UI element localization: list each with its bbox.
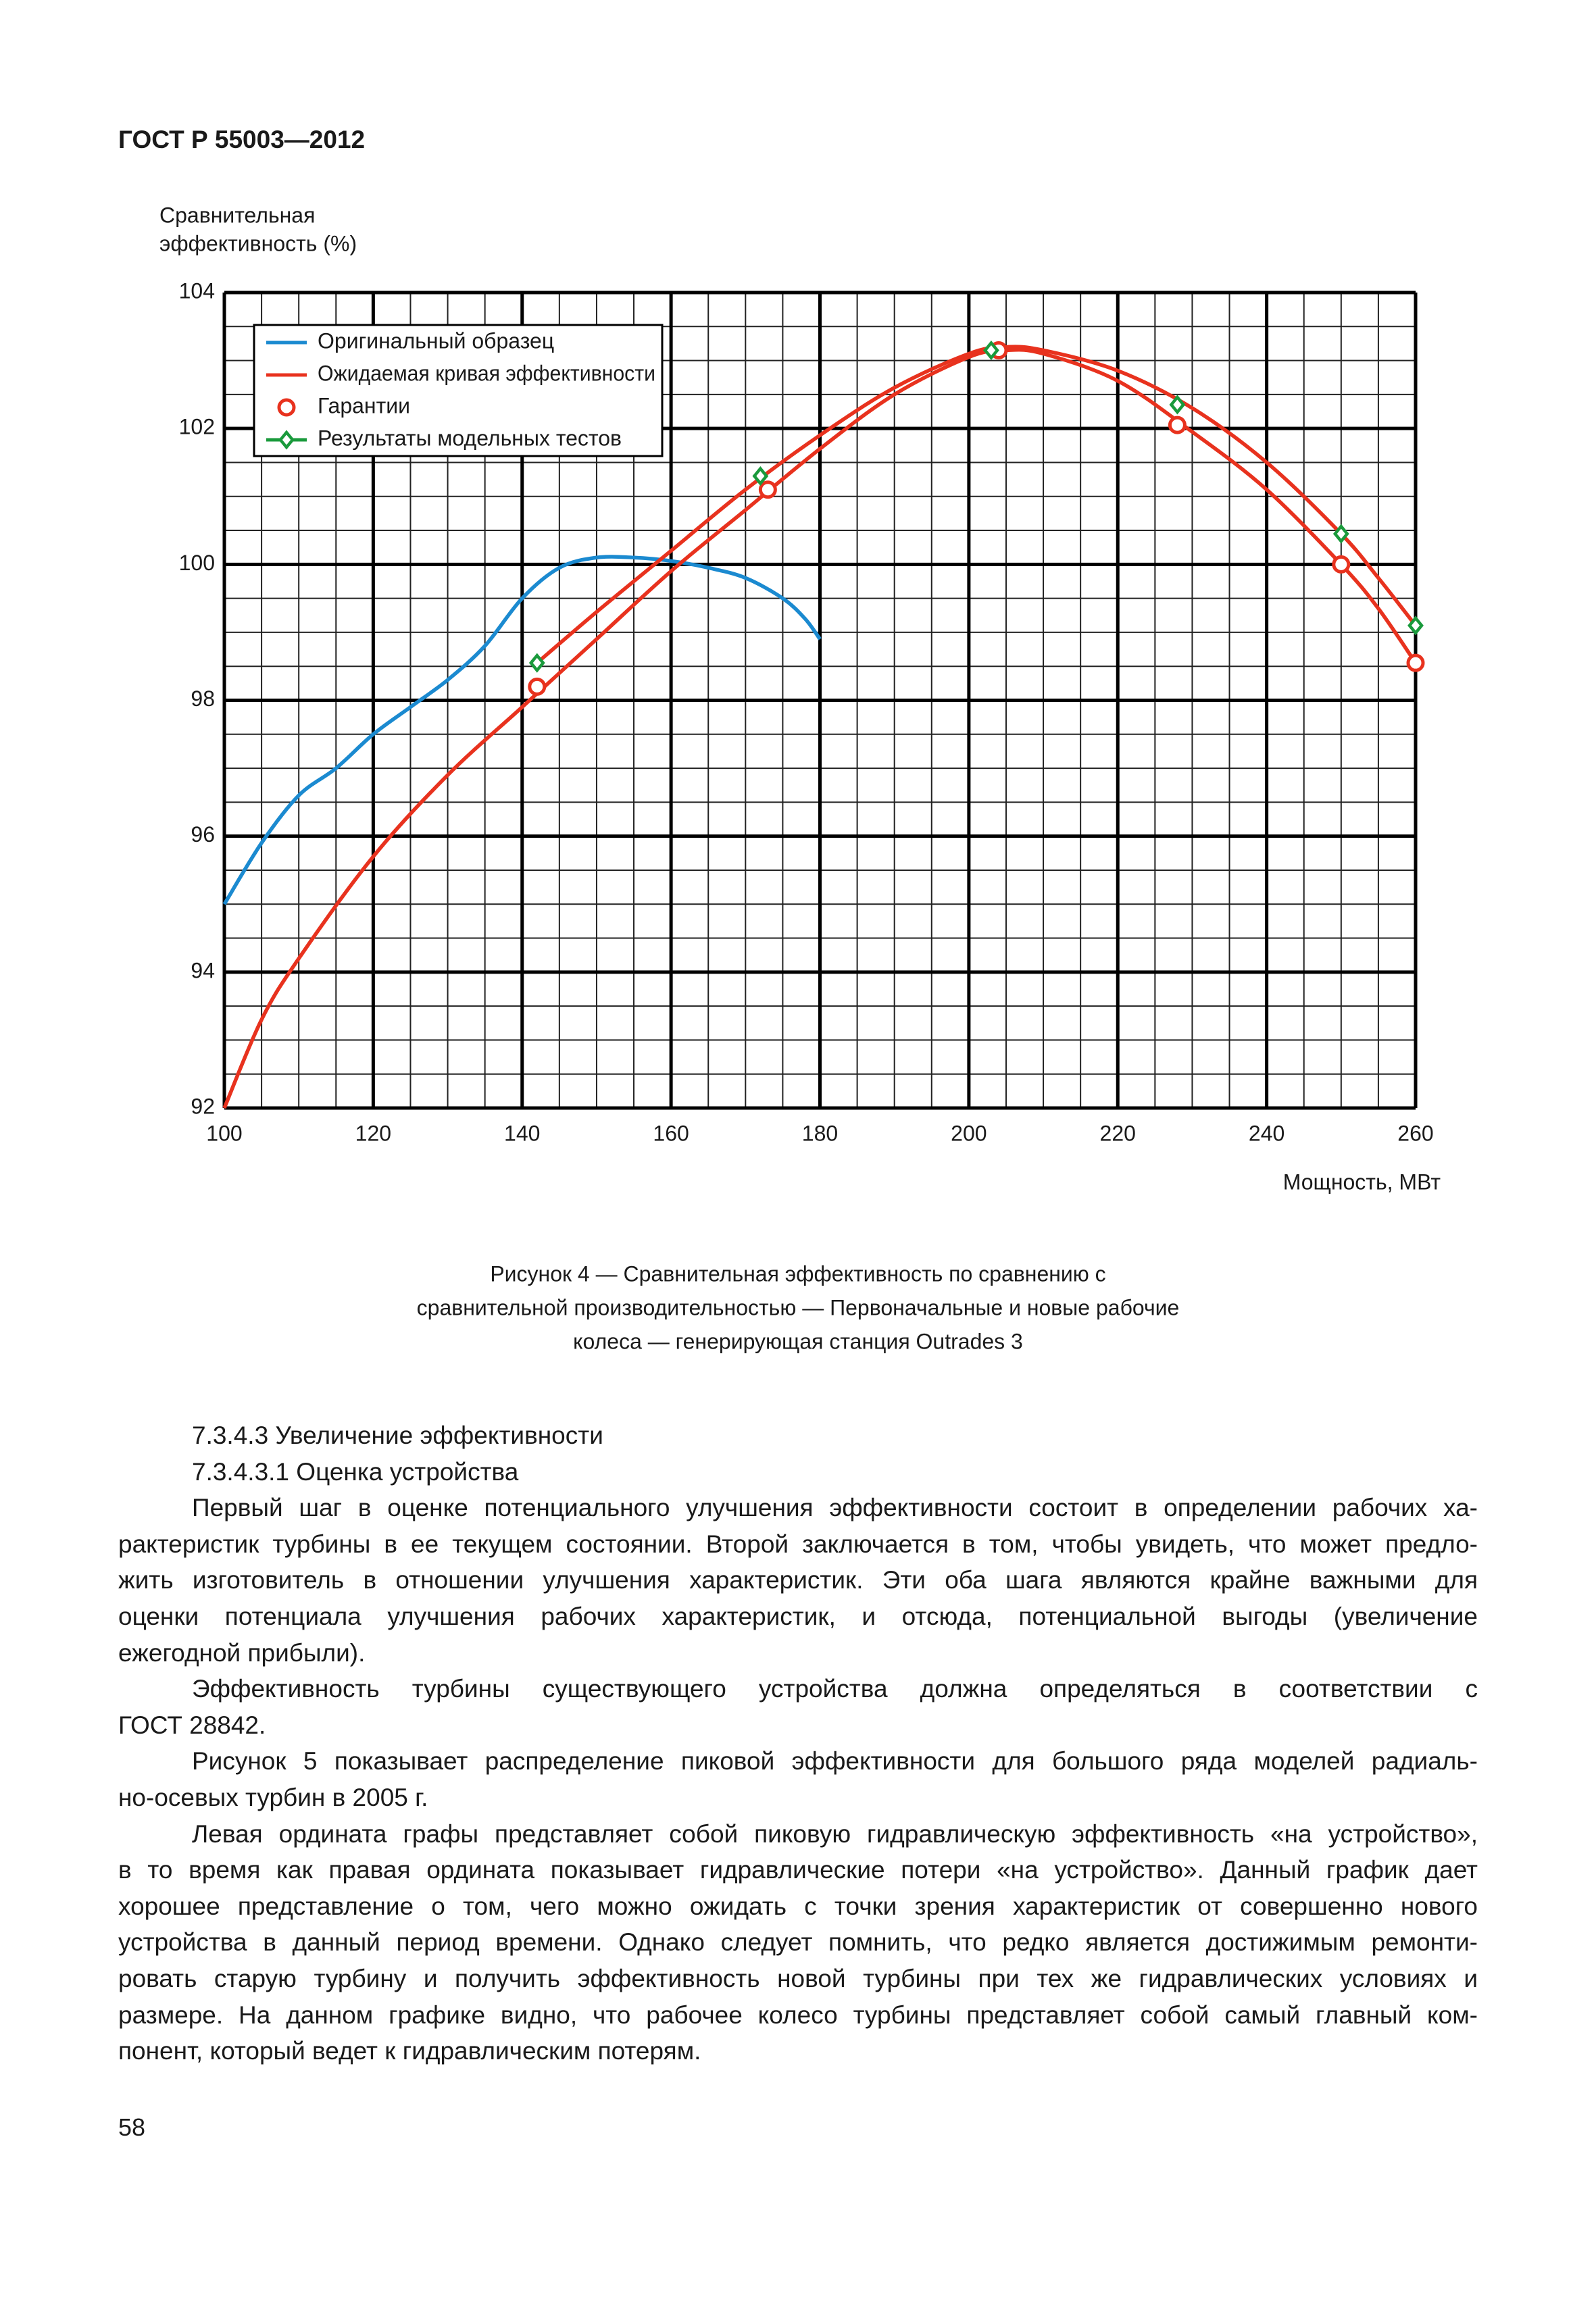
x-tick-label: 100 — [206, 1121, 242, 1145]
series-marker — [1406, 653, 1425, 672]
series-marker — [752, 466, 769, 486]
legend-marker — [277, 398, 296, 417]
text-line: жить изготовитель в отношении улучшения … — [118, 1566, 1478, 1594]
legend-label: Ожидаемая кривая эффективности — [318, 361, 655, 385]
text-line: 7.3.4.3 Увеличение эффективности — [192, 1422, 603, 1449]
series-marker — [528, 653, 545, 673]
figure-caption: колеса — генерирующая станция Outrades 3 — [573, 1329, 1023, 1353]
x-tick-label: 200 — [951, 1121, 987, 1145]
legend-box — [253, 324, 664, 457]
x-tick-label: 140 — [504, 1121, 540, 1145]
y-axis-label: эффективность (%) — [159, 231, 357, 255]
y-tick-label: 98 — [191, 686, 215, 711]
x-tick-label: 180 — [802, 1121, 838, 1145]
series-marker — [1407, 615, 1424, 636]
page-number: 58 — [118, 2113, 146, 2141]
text-line: ровать старую турбину и получить эффекти… — [118, 1965, 1478, 1992]
y-tick-label: 96 — [191, 822, 215, 847]
text-line: ежегодной прибыли). — [118, 1638, 366, 1667]
legend-label: Оригинальный образец — [318, 328, 554, 353]
text-line: ГОСТ 28842. — [118, 1711, 266, 1739]
text-line: в то время как правая ордината показывае… — [118, 1856, 1478, 1884]
text-line: рактеристик турбины в ее текущем состоян… — [118, 1530, 1478, 1558]
series-line — [222, 347, 1418, 1109]
header-title: ГОСТ Р 55003—2012 — [118, 126, 366, 153]
legend-label: Гарантии — [318, 393, 410, 418]
y-tick-label: 100 — [179, 551, 215, 575]
text-line: оценки потенциала улучшения рабочих хара… — [118, 1603, 1478, 1630]
x-tick-label: 120 — [355, 1121, 391, 1145]
y-tick-label: 94 — [191, 958, 215, 982]
series-marker — [528, 677, 547, 696]
text-line: хорошее представление о том, чего можно … — [118, 1892, 1478, 1920]
text-line: устройства в данный период времени. Одна… — [118, 1928, 1478, 1957]
text-line: Эффективность турбины существующего устр… — [192, 1675, 1478, 1703]
chart: 100 120 140 160 180 200 220 240 260 92 94 96 98 100 10… — [159, 203, 1441, 1353]
figure-caption: сравнительной производительностью — Перв… — [417, 1295, 1180, 1319]
text-line: Первый шаг в оценке потенциального улучш… — [192, 1494, 1478, 1522]
text-line: размере. На данном графике видно, что ра… — [118, 2001, 1478, 2029]
x-tick-label: 220 — [1100, 1121, 1136, 1145]
text-line: но-осевых турбин в 2005 г. — [118, 1784, 428, 1811]
legend-label: Результаты модельных тестов — [318, 426, 622, 450]
y-axis-label: Сравнительная — [159, 203, 315, 227]
series-marker — [1169, 395, 1186, 415]
x-tick-label: 160 — [653, 1121, 689, 1145]
text-line: 7.3.4.3.1 Оценка устройства — [192, 1457, 519, 1486]
series-marker — [983, 340, 999, 361]
text-line: понент, который ведет к гидравлическим п… — [118, 2037, 701, 2065]
x-axis-label: Мощность, МВт — [1283, 1169, 1441, 1194]
text-line: Рисунок 5 показывает распределение пиков… — [192, 1747, 1478, 1776]
legend-marker — [278, 430, 295, 450]
series-marker — [1332, 555, 1351, 574]
x-tick-label: 240 — [1249, 1121, 1285, 1145]
y-tick-label: 92 — [191, 1094, 215, 1118]
series-marker — [1168, 416, 1187, 434]
text-line: Левая ордината графы представляет собой … — [192, 1819, 1478, 1848]
series-line — [222, 555, 822, 905]
y-tick-label: 104 — [179, 278, 215, 303]
x-tick-label: 260 — [1397, 1121, 1433, 1145]
series-marker — [1332, 524, 1349, 544]
y-tick-label: 102 — [179, 415, 215, 439]
series-marker — [758, 480, 777, 499]
figure-caption: Рисунок 4 — Сравнительная эффективность … — [490, 1261, 1105, 1286]
legend: Оригинальный образец Ожидаемая кривая эфф… — [253, 324, 664, 457]
